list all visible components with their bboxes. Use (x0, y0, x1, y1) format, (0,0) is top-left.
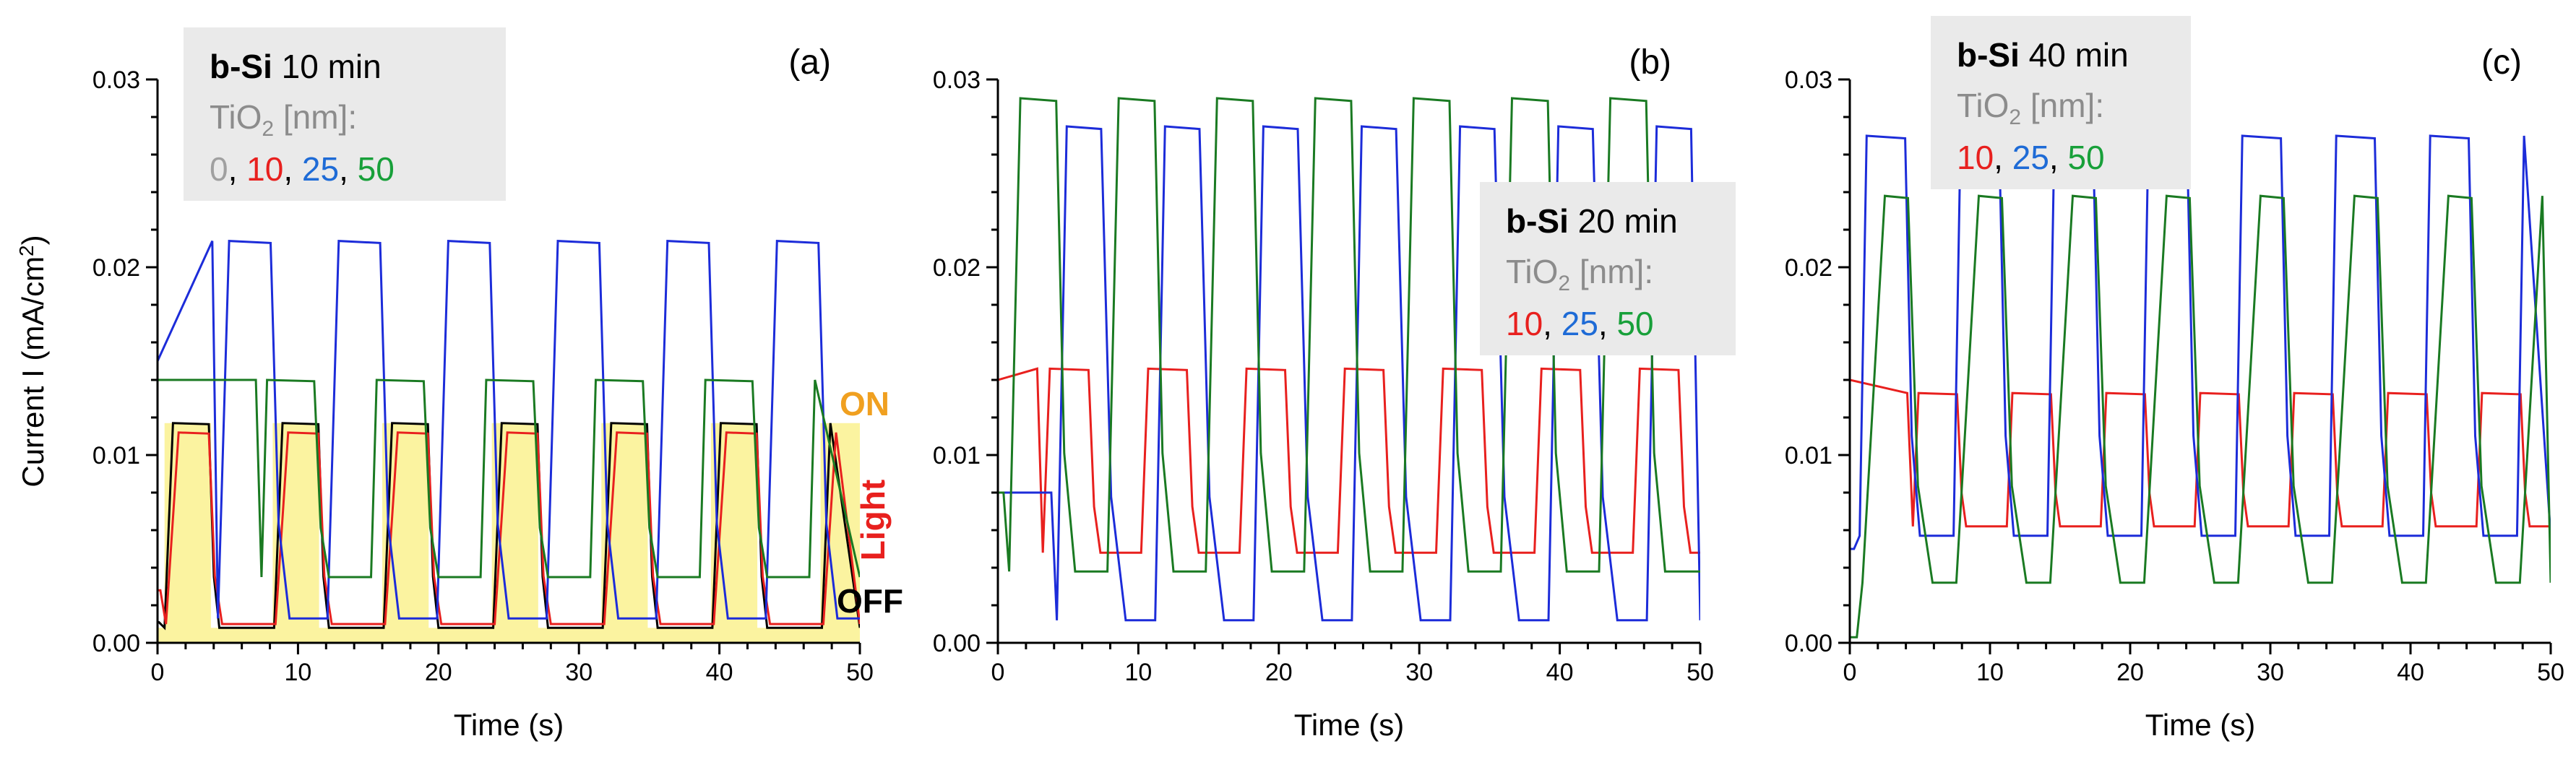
x-tick-label: 40 (1546, 659, 1574, 686)
legend-entry-25nm: 25 (2012, 139, 2049, 176)
x-tick-label: 0 (991, 659, 1005, 686)
x-tick-label: 30 (2257, 659, 2284, 686)
x-tick-label: 30 (1405, 659, 1433, 686)
y-tick-label: 0.01 (92, 442, 140, 469)
y-tick-label: 0.00 (1785, 630, 1832, 657)
y-axis-title: Current I (mA/cm2) (15, 235, 50, 487)
legend-entry-10nm: 10 (1957, 139, 1994, 176)
light-off-label: OFF (837, 582, 903, 620)
x-tick-label: 10 (1976, 659, 2004, 686)
series-line-50nm (1850, 194, 2551, 638)
legend-background (1480, 182, 1736, 355)
series-line-10nm (158, 431, 860, 625)
x-axis-title: Time (s) (2145, 708, 2255, 742)
y-tick-label: 0.02 (933, 254, 981, 282)
legend-entry-50nm: 50 (2067, 139, 2104, 176)
legend-entry-25nm: 25 (302, 150, 339, 188)
series-line-10nm (998, 367, 1700, 554)
legend-background (184, 27, 506, 201)
legend-title: b-Si 20 min (1506, 202, 1678, 240)
legend-material: TiO2 [nm]: (1957, 87, 2104, 129)
legend-entry-10nm: 10 (246, 150, 283, 188)
series-line-50nm (998, 97, 1700, 573)
legend-entries: 10, 25, 50 (1506, 305, 1654, 342)
y-tick-label: 0.03 (92, 66, 140, 94)
legend-box: b-Si 40 min TiO2 [nm]: 10, 25, 50 (1931, 16, 2191, 189)
panel-label: (a) (788, 43, 831, 82)
y-tick-label: 0.00 (933, 630, 981, 657)
x-tick-label: 40 (2397, 659, 2424, 686)
legend-entry-50nm: 50 (1616, 305, 1653, 342)
legend-box: b-Si 10 min TiO2 [nm]: 0, 10, 25, 50 (184, 27, 506, 201)
legend-entries: 10, 25, 50 (1957, 139, 2105, 176)
light-baseline-fill (158, 628, 860, 643)
x-tick-label: 50 (2537, 659, 2564, 686)
y-tick-label: 0.02 (1785, 254, 1832, 282)
legend-title: b-Si 10 min (210, 48, 382, 85)
panel-label: (c) (2481, 43, 2522, 82)
legend-entry-50nm: 50 (358, 150, 395, 188)
legend-entries: 0, 10, 25, 50 (210, 150, 395, 188)
x-tick-label: 20 (2116, 659, 2144, 686)
x-tick-label: 0 (151, 659, 165, 686)
x-axis-title: Time (s) (1294, 708, 1404, 742)
x-tick-label: 50 (1687, 659, 1714, 686)
series-line-50nm (158, 378, 860, 579)
y-tick-label: 0.01 (933, 442, 981, 469)
legend-entry-10nm: 10 (1506, 305, 1543, 342)
legend-box: b-Si 20 min TiO2 [nm]: 10, 25, 50 (1480, 182, 1736, 355)
panel-1: 0 10 20 30 40 50 0.00 0.01 0.02 0.03 Time (s) (a) b-… (92, 27, 903, 742)
series-line-25nm (158, 240, 860, 620)
y-tick-label: 0.03 (1785, 66, 1832, 94)
legend-entry-0nm: 0 (210, 150, 228, 188)
x-tick-label: 40 (706, 659, 733, 686)
legend-title: b-Si 40 min (1957, 36, 2129, 74)
panel-3: 0 10 20 30 40 50 0.00 0.01 0.02 0.03 Time (s) (c) b-… (1785, 16, 2564, 742)
x-tick-label: 20 (1265, 659, 1293, 686)
legend-background (1931, 16, 2191, 189)
y-tick-label: 0.00 (92, 630, 140, 657)
series-line-10nm (1850, 378, 2551, 528)
y-tick-label: 0.01 (1785, 442, 1832, 469)
light-label: Light (854, 480, 892, 560)
legend-material: TiO2 [nm]: (210, 98, 357, 141)
light-on-label: ON (840, 385, 889, 423)
panel-2: 0 10 20 30 40 50 0.00 0.01 0.02 0.03 Time (s) (b) b-… (933, 43, 1736, 742)
panel-label: (b) (1629, 43, 1671, 82)
x-tick-label: 10 (1124, 659, 1152, 686)
y-tick-label: 0.02 (92, 254, 140, 282)
x-tick-label: 10 (284, 659, 311, 686)
x-axis-title: Time (s) (454, 708, 564, 742)
legend-entry-25nm: 25 (1561, 305, 1598, 342)
x-tick-label: 30 (565, 659, 593, 686)
y-tick-label: 0.03 (933, 66, 981, 94)
legend-material: TiO2 [nm]: (1506, 253, 1653, 295)
x-tick-label: 20 (425, 659, 452, 686)
x-tick-label: 0 (1843, 659, 1857, 686)
x-tick-label: 50 (846, 659, 874, 686)
series-line-25nm (1850, 134, 2551, 550)
